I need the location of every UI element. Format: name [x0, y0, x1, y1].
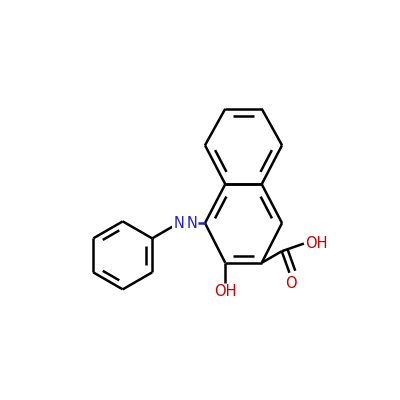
Text: OH: OH [306, 236, 328, 251]
Text: OH: OH [214, 284, 236, 299]
Text: N: N [186, 216, 197, 230]
Text: N: N [173, 216, 184, 230]
Text: O: O [285, 276, 297, 291]
